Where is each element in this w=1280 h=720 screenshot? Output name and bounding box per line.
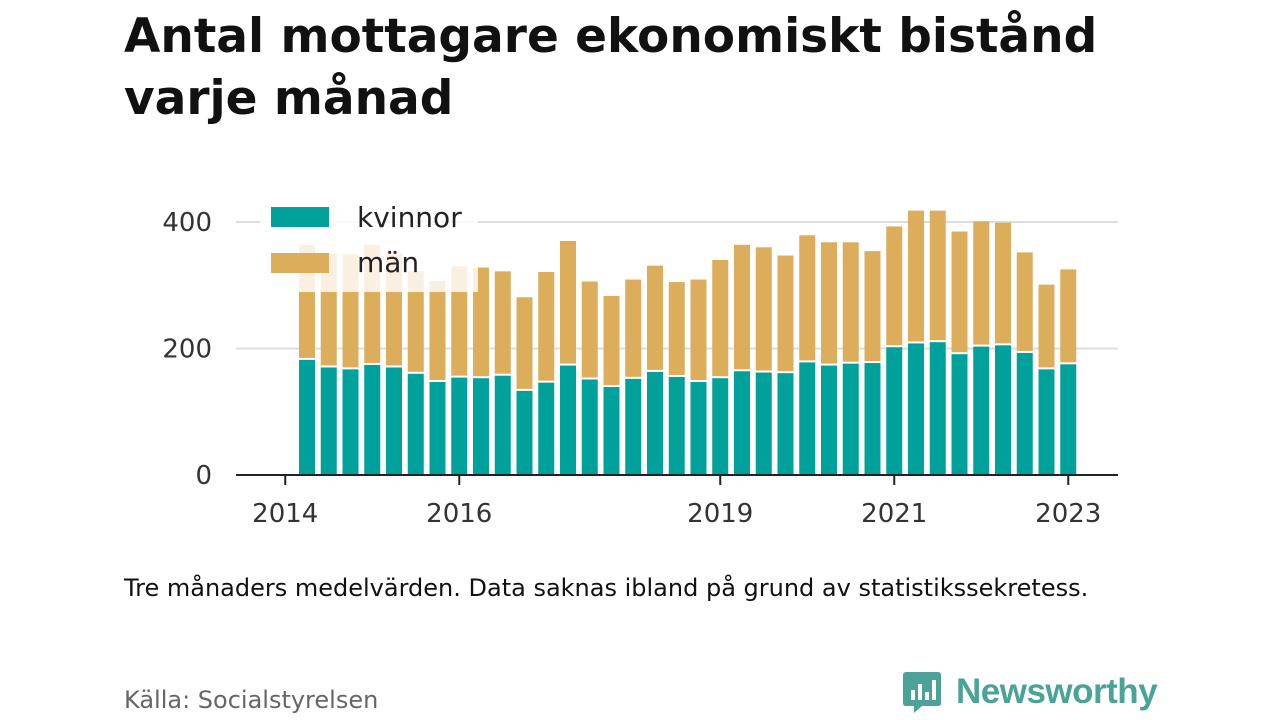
bar-kvinnor-2015-Q4 (429, 382, 446, 475)
bar-man-2015-Q4 (429, 280, 446, 381)
bar-kvinnor-2022-Q4 (1038, 369, 1055, 475)
bar-man-2017-Q4 (603, 296, 620, 386)
bar-kvinnor-2014-Q2 (299, 359, 315, 475)
bar-kvinnor-2023-Q1 (1060, 364, 1077, 475)
chart-note: Tre månaders medelvärden. Data saknas ib… (124, 574, 1089, 602)
bar-man-2016-Q1 (451, 266, 468, 376)
bar-kvinnor-2017-Q4 (603, 387, 620, 475)
bar-man-2020-Q1 (799, 235, 816, 361)
bar-man-2020-Q4 (864, 251, 881, 362)
bar-man-2022-Q4 (1038, 284, 1055, 368)
bar-kvinnor-2019-Q1 (712, 378, 729, 475)
x-tick-label-2014: 2014 (252, 499, 318, 529)
bar-kvinnor-2021-Q3 (929, 342, 946, 475)
bar-man-2022-Q2 (995, 222, 1011, 344)
bar-man-2018-Q2 (647, 265, 663, 370)
bar-kvinnor-2020-Q2 (821, 365, 837, 475)
bar-kvinnor-2020-Q3 (842, 363, 859, 475)
bar-kvinnor-2019-Q3 (755, 372, 772, 475)
bar-kvinnor-2018-Q3 (668, 376, 685, 475)
bar-man-2018-Q4 (690, 279, 707, 381)
bar-kvinnor-2016-Q4 (516, 390, 533, 475)
x-axis-ticks: 2014 2016 2019 2021 2023 (252, 475, 1101, 529)
bar-man-2021-Q2 (908, 210, 924, 342)
bar-kvinnor-2014-Q4 (342, 369, 359, 475)
bar-man-2023-Q1 (1060, 269, 1077, 363)
y-axis-ticks: 0 200 400 (162, 208, 212, 491)
bar-kvinnor-2014-Q3 (320, 367, 337, 475)
legend-swatch-kvinnor (271, 207, 329, 227)
legend: kvinnor män (260, 192, 478, 292)
bar-kvinnor-2022-Q3 (1016, 352, 1033, 475)
bar-man-2019-Q4 (777, 255, 794, 372)
bar-kvinnor-2015-Q2 (386, 367, 402, 475)
y-tick-label-400: 400 (162, 208, 212, 238)
bar-kvinnor-2020-Q1 (799, 362, 816, 475)
bar-kvinnor-2018-Q2 (647, 371, 663, 475)
x-tick-label-2016: 2016 (426, 499, 492, 529)
brand-logo: Newsworthy (902, 670, 1158, 714)
x-tick-label-2023: 2023 (1035, 499, 1101, 529)
bar-kvinnor-2015-Q1 (364, 364, 381, 475)
bar-man-2020-Q2 (821, 242, 837, 364)
bar-man-2016-Q2 (473, 267, 489, 377)
y-tick-label-200: 200 (162, 335, 212, 365)
bar-man-2015-Q3 (407, 271, 424, 372)
source-credit: Källa: Socialstyrelsen (124, 686, 379, 714)
bar-kvinnor-2015-Q3 (407, 373, 424, 475)
bar-kvinnor-2021-Q4 (951, 354, 968, 475)
bar-man-2019-Q2 (734, 244, 750, 370)
x-tick-label-2019: 2019 (687, 499, 753, 529)
bar-man-2020-Q3 (842, 242, 859, 362)
bars (299, 210, 1077, 475)
legend-label-man: män (357, 246, 419, 279)
bar-man-2022-Q3 (1016, 252, 1033, 351)
bar-kvinnor-2018-Q4 (690, 382, 707, 475)
x-tick-label-2021: 2021 (861, 499, 927, 529)
bar-kvinnor-2016-Q1 (451, 377, 468, 475)
newsworthy-logo-icon (903, 672, 941, 713)
bar-man-2021-Q1 (886, 226, 903, 346)
bar-kvinnor-2019-Q4 (777, 373, 794, 475)
bar-kvinnor-2019-Q2 (734, 371, 750, 475)
bar-kvinnor-2016-Q3 (494, 375, 511, 475)
bar-kvinnor-2021-Q1 (886, 347, 903, 475)
bar-kvinnor-2021-Q2 (908, 343, 924, 475)
bar-man-2022-Q1 (973, 221, 990, 345)
bar-man-2019-Q1 (712, 259, 729, 377)
bar-kvinnor-2017-Q1 (538, 382, 555, 475)
bar-kvinnor-2022-Q2 (995, 345, 1011, 475)
legend-label-kvinnor: kvinnor (357, 201, 462, 234)
bar-kvinnor-2022-Q1 (973, 346, 990, 475)
bar-kvinnor-2016-Q2 (473, 378, 489, 475)
bar-kvinnor-2020-Q4 (864, 363, 881, 475)
bar-man-2016-Q4 (516, 297, 533, 389)
bar-man-2017-Q2 (560, 240, 576, 364)
bar-man-2018-Q1 (625, 279, 642, 377)
bar-man-2016-Q3 (494, 271, 511, 374)
bar-man-2017-Q1 (538, 271, 555, 381)
bar-man-2017-Q3 (581, 281, 598, 378)
bar-man-2019-Q3 (755, 247, 772, 371)
bar-kvinnor-2017-Q2 (560, 365, 576, 475)
brand-name: Newsworthy (956, 672, 1158, 711)
bar-kvinnor-2018-Q1 (625, 378, 642, 475)
bar-kvinnor-2017-Q3 (581, 379, 598, 475)
legend-swatch-man (271, 253, 329, 273)
y-tick-label-0: 0 (195, 461, 212, 491)
chart-title: Antal mottagare ekonomiskt bistånd varje… (124, 9, 1098, 126)
bar-man-2021-Q4 (951, 231, 968, 353)
bar-man-2021-Q3 (929, 210, 946, 341)
bar-man-2018-Q3 (668, 282, 685, 375)
